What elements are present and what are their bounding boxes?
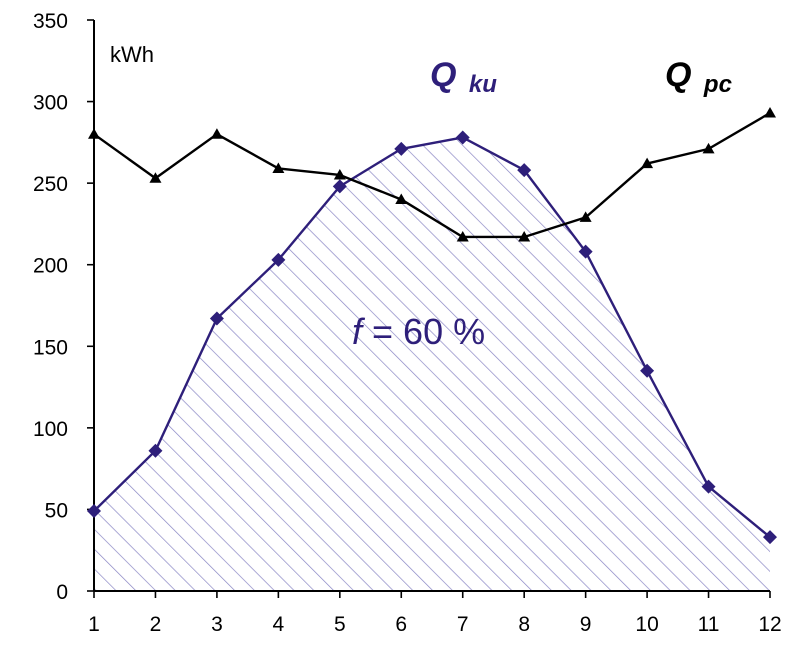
x-tick-label: 11 xyxy=(698,613,720,636)
y-tick-label: 200 xyxy=(33,255,68,278)
x-tick-label: 9 xyxy=(580,613,592,636)
series-label-q-ku-sub: ku xyxy=(469,71,497,98)
y-tick-label: 250 xyxy=(33,173,68,196)
marker-q-pc xyxy=(272,162,285,173)
x-tick-label: 6 xyxy=(395,613,407,636)
series-layer xyxy=(87,106,777,545)
marker-q-ku xyxy=(271,252,286,267)
marker-q-pc xyxy=(764,106,776,118)
fraction-annotation-symbol: f xyxy=(352,311,366,352)
y-tick-label: 300 xyxy=(33,92,68,115)
series-label-q-ku-main: Q xyxy=(430,56,456,94)
marker-q-ku xyxy=(640,363,655,378)
marker-q-ku xyxy=(701,479,716,494)
area-layer xyxy=(94,137,770,591)
marker-q-pc xyxy=(579,211,592,222)
marker-q-ku xyxy=(332,179,347,194)
marker-q-pc xyxy=(149,172,162,183)
x-tick-label: 5 xyxy=(334,613,346,636)
series-label-q-ku: Q ku xyxy=(430,56,497,98)
hatched-area xyxy=(94,137,770,591)
y-tick-label: 100 xyxy=(33,418,68,441)
marker-q-ku xyxy=(148,443,163,458)
marker-q-pc xyxy=(333,168,346,180)
marker-q-pc xyxy=(88,128,100,139)
marker-q-ku xyxy=(209,311,224,326)
x-tick-label: 10 xyxy=(635,613,658,636)
marker-q-ku xyxy=(578,244,593,259)
y-tick-label: 350 xyxy=(33,10,68,33)
fraction-annotation: f = 60 % xyxy=(352,311,485,352)
x-tick-label: 3 xyxy=(211,613,223,636)
fraction-annotation-value: = 60 % xyxy=(372,311,485,352)
x-tick-label: 8 xyxy=(518,613,530,636)
x-tick-label: 7 xyxy=(457,613,469,636)
marker-q-ku xyxy=(87,504,101,519)
marker-q-ku xyxy=(455,130,470,145)
marker-q-ku xyxy=(763,530,777,545)
series-label-q-pc: Q pc xyxy=(665,56,732,98)
series-label-q-pc-main: Q xyxy=(665,56,691,94)
unit-label: kWh xyxy=(110,42,154,67)
x-tick-label: 4 xyxy=(273,613,285,636)
series-line-q-ku xyxy=(93,136,771,539)
marker-q-pc xyxy=(456,230,469,242)
marker-q-ku xyxy=(517,163,532,178)
marker-q-pc xyxy=(210,128,223,139)
marker-q-pc xyxy=(702,142,715,154)
marker-q-pc xyxy=(395,193,408,204)
labels-layer: kWh Q ku Q pc f = 60 % xyxy=(110,42,732,352)
series-label-q-pc-sub: pc xyxy=(703,71,732,98)
x-tick-label: 12 xyxy=(758,613,781,636)
marker-q-pc xyxy=(518,230,531,242)
marker-q-pc xyxy=(641,157,654,169)
marker-q-ku xyxy=(394,141,409,156)
x-tick-label: 1 xyxy=(88,613,100,636)
series-line-q-pc xyxy=(93,111,771,239)
y-tick-label: 0 xyxy=(56,581,68,604)
x-tick-label: 2 xyxy=(150,613,162,636)
y-tick-label: 50 xyxy=(45,499,68,522)
y-tick-label: 150 xyxy=(33,336,68,359)
